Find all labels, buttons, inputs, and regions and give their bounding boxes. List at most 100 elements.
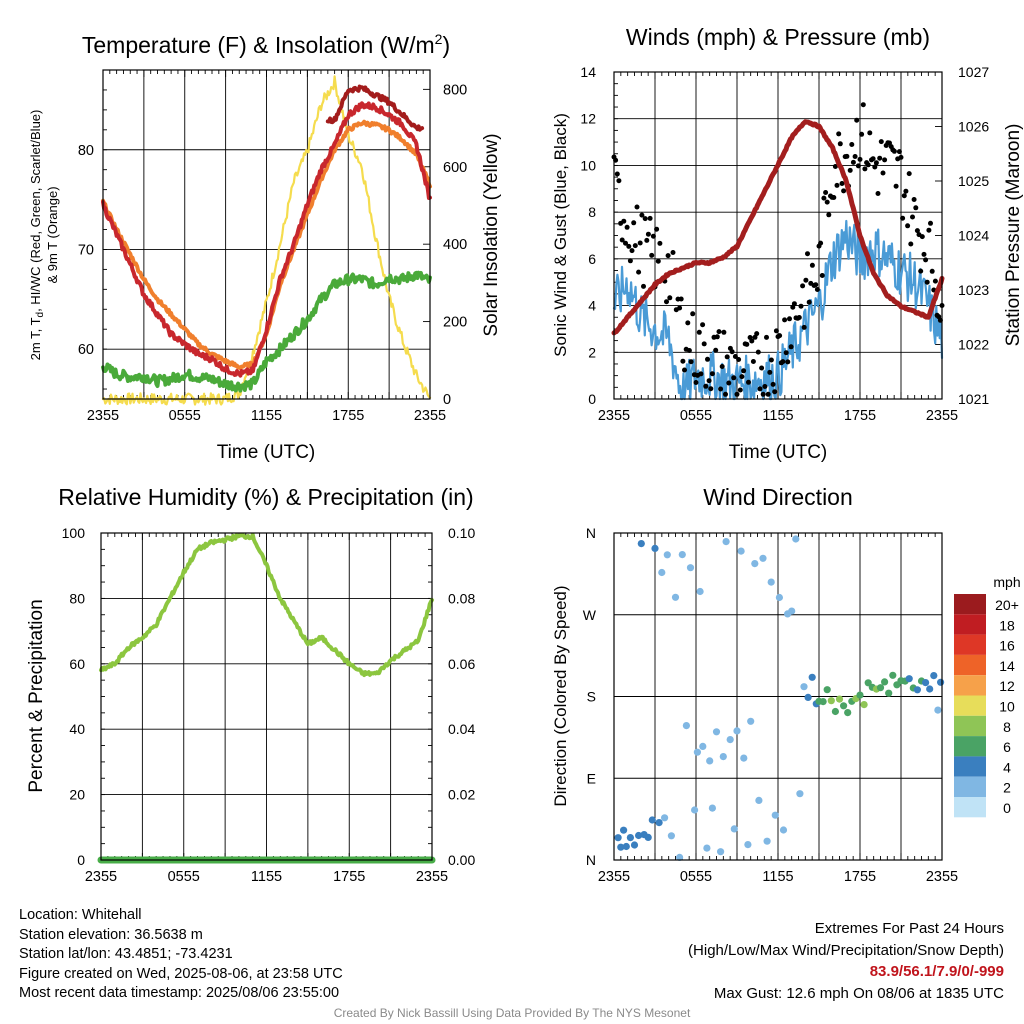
- direction-point: [827, 697, 835, 705]
- gust-point: [819, 273, 825, 278]
- direction-ylabel: Direction (Colored By Speed): [551, 585, 570, 806]
- gust-point: [701, 341, 707, 347]
- gust-point: [805, 251, 810, 257]
- direction-point: [934, 706, 942, 714]
- gust-point: [678, 296, 684, 302]
- direction-point: [792, 535, 800, 543]
- direction-point: [671, 593, 680, 601]
- temp-xlabel: Time (UTC): [217, 442, 316, 463]
- gust-point: [896, 149, 902, 155]
- speed-legend-swatch: [954, 736, 986, 757]
- temp-xtick-label: 1155: [251, 408, 282, 424]
- gust-point: [749, 338, 755, 344]
- temp-ylabel-line1: 2m T, Td, HI/WC (Red, Green, Scarlet/Blu…: [28, 110, 46, 361]
- gust-point: [768, 357, 774, 363]
- direction-point: [648, 816, 656, 824]
- gust-point: [788, 344, 794, 350]
- rh-ytick-label: 20: [69, 787, 85, 803]
- speed-legend-swatch: [954, 695, 986, 716]
- gust-point: [623, 240, 628, 246]
- speed-legend-label: 16: [999, 638, 1015, 654]
- gust-point: [706, 378, 712, 384]
- rh-panel-frame: [100, 532, 433, 861]
- rh-ytick-label: 100: [62, 525, 86, 541]
- gust-point: [634, 204, 640, 210]
- winds-xtick-label: 1155: [762, 408, 793, 424]
- direction-point: [905, 675, 913, 683]
- winds-xtick-label: 2355: [926, 408, 958, 424]
- direction-ytick-label: W: [583, 607, 597, 623]
- gust-point: [873, 160, 879, 166]
- direction-point: [722, 538, 730, 546]
- gust-point: [665, 253, 671, 259]
- gust-point: [837, 141, 843, 147]
- direction-ytick-label: N: [586, 852, 596, 868]
- extremes-description: (High/Low/Max Wind/Precipitation/Snow De…: [688, 941, 1004, 959]
- direction-point: [637, 540, 645, 548]
- direction-point: [708, 804, 717, 812]
- gust-point: [680, 358, 686, 364]
- temp-xtick-label: 0555: [169, 408, 201, 424]
- direction-point: [796, 790, 804, 798]
- gust-point: [739, 374, 745, 380]
- gust-point: [762, 384, 768, 389]
- speed-legend-label: 18: [999, 617, 1015, 633]
- precip-ytick-label: 0.04: [448, 721, 475, 737]
- rh-xtick-label: 0555: [168, 869, 200, 885]
- speed-legend-label: 12: [999, 678, 1015, 694]
- direction-point: [913, 686, 922, 694]
- gust-point: [724, 354, 730, 360]
- speed-legend-swatch: [954, 594, 986, 615]
- direction-point: [922, 679, 930, 687]
- speed-legend-label: 0: [1003, 800, 1011, 816]
- gust-point: [862, 166, 868, 172]
- direction-point: [771, 811, 779, 819]
- recent-timestamp: Most recent data timestamp: 2025/08/06 2…: [19, 985, 340, 1001]
- gust-point: [657, 240, 663, 246]
- gust-point: [877, 155, 883, 161]
- direction-point: [678, 551, 686, 559]
- insol-ylabel: Solar Insolation (Yellow): [481, 133, 502, 336]
- gust-point: [903, 188, 909, 194]
- direction-point: [885, 689, 893, 697]
- gust-point: [759, 365, 765, 371]
- gust-point: [767, 369, 773, 375]
- gust-point: [714, 334, 720, 340]
- direction-point: [696, 587, 704, 596]
- extremes-values: 83.9/56.1/7.9/0/-999: [869, 963, 1004, 980]
- gust-point: [823, 190, 829, 195]
- gust-point: [621, 218, 627, 224]
- gust-point: [636, 269, 642, 275]
- gust-point: [910, 214, 915, 220]
- direction-point: [699, 742, 707, 751]
- gust-point: [783, 350, 789, 356]
- temp-xtick-label: 2355: [414, 408, 446, 424]
- gust-point: [834, 182, 840, 188]
- gust-point: [644, 237, 650, 243]
- dewpoint-line: [101, 270, 432, 393]
- direction-point: [860, 701, 868, 709]
- direction-point: [703, 844, 711, 852]
- direction-point: [808, 673, 816, 681]
- gust-point: [901, 193, 907, 199]
- gust-point: [832, 164, 838, 169]
- station-info: Location: Whitehall Station elevation: 3…: [19, 906, 343, 1004]
- temp-ytick-label: 70: [78, 242, 94, 258]
- direction-point: [614, 834, 622, 842]
- direction-point: [661, 814, 669, 822]
- gust-point: [839, 181, 845, 186]
- gust-point: [614, 171, 620, 177]
- direction-point: [881, 678, 889, 686]
- gust-point: [867, 130, 873, 136]
- insol-ytick-label: 600: [443, 160, 467, 176]
- gust-point: [626, 243, 632, 249]
- gust-point: [713, 347, 719, 353]
- direction-point: [744, 841, 752, 849]
- direction-point: [730, 825, 738, 833]
- gust-point: [806, 299, 812, 305]
- gust-point: [765, 391, 771, 397]
- direction-xtick-label: 1755: [844, 869, 876, 885]
- direction-point: [667, 832, 676, 840]
- gust-point: [928, 220, 933, 226]
